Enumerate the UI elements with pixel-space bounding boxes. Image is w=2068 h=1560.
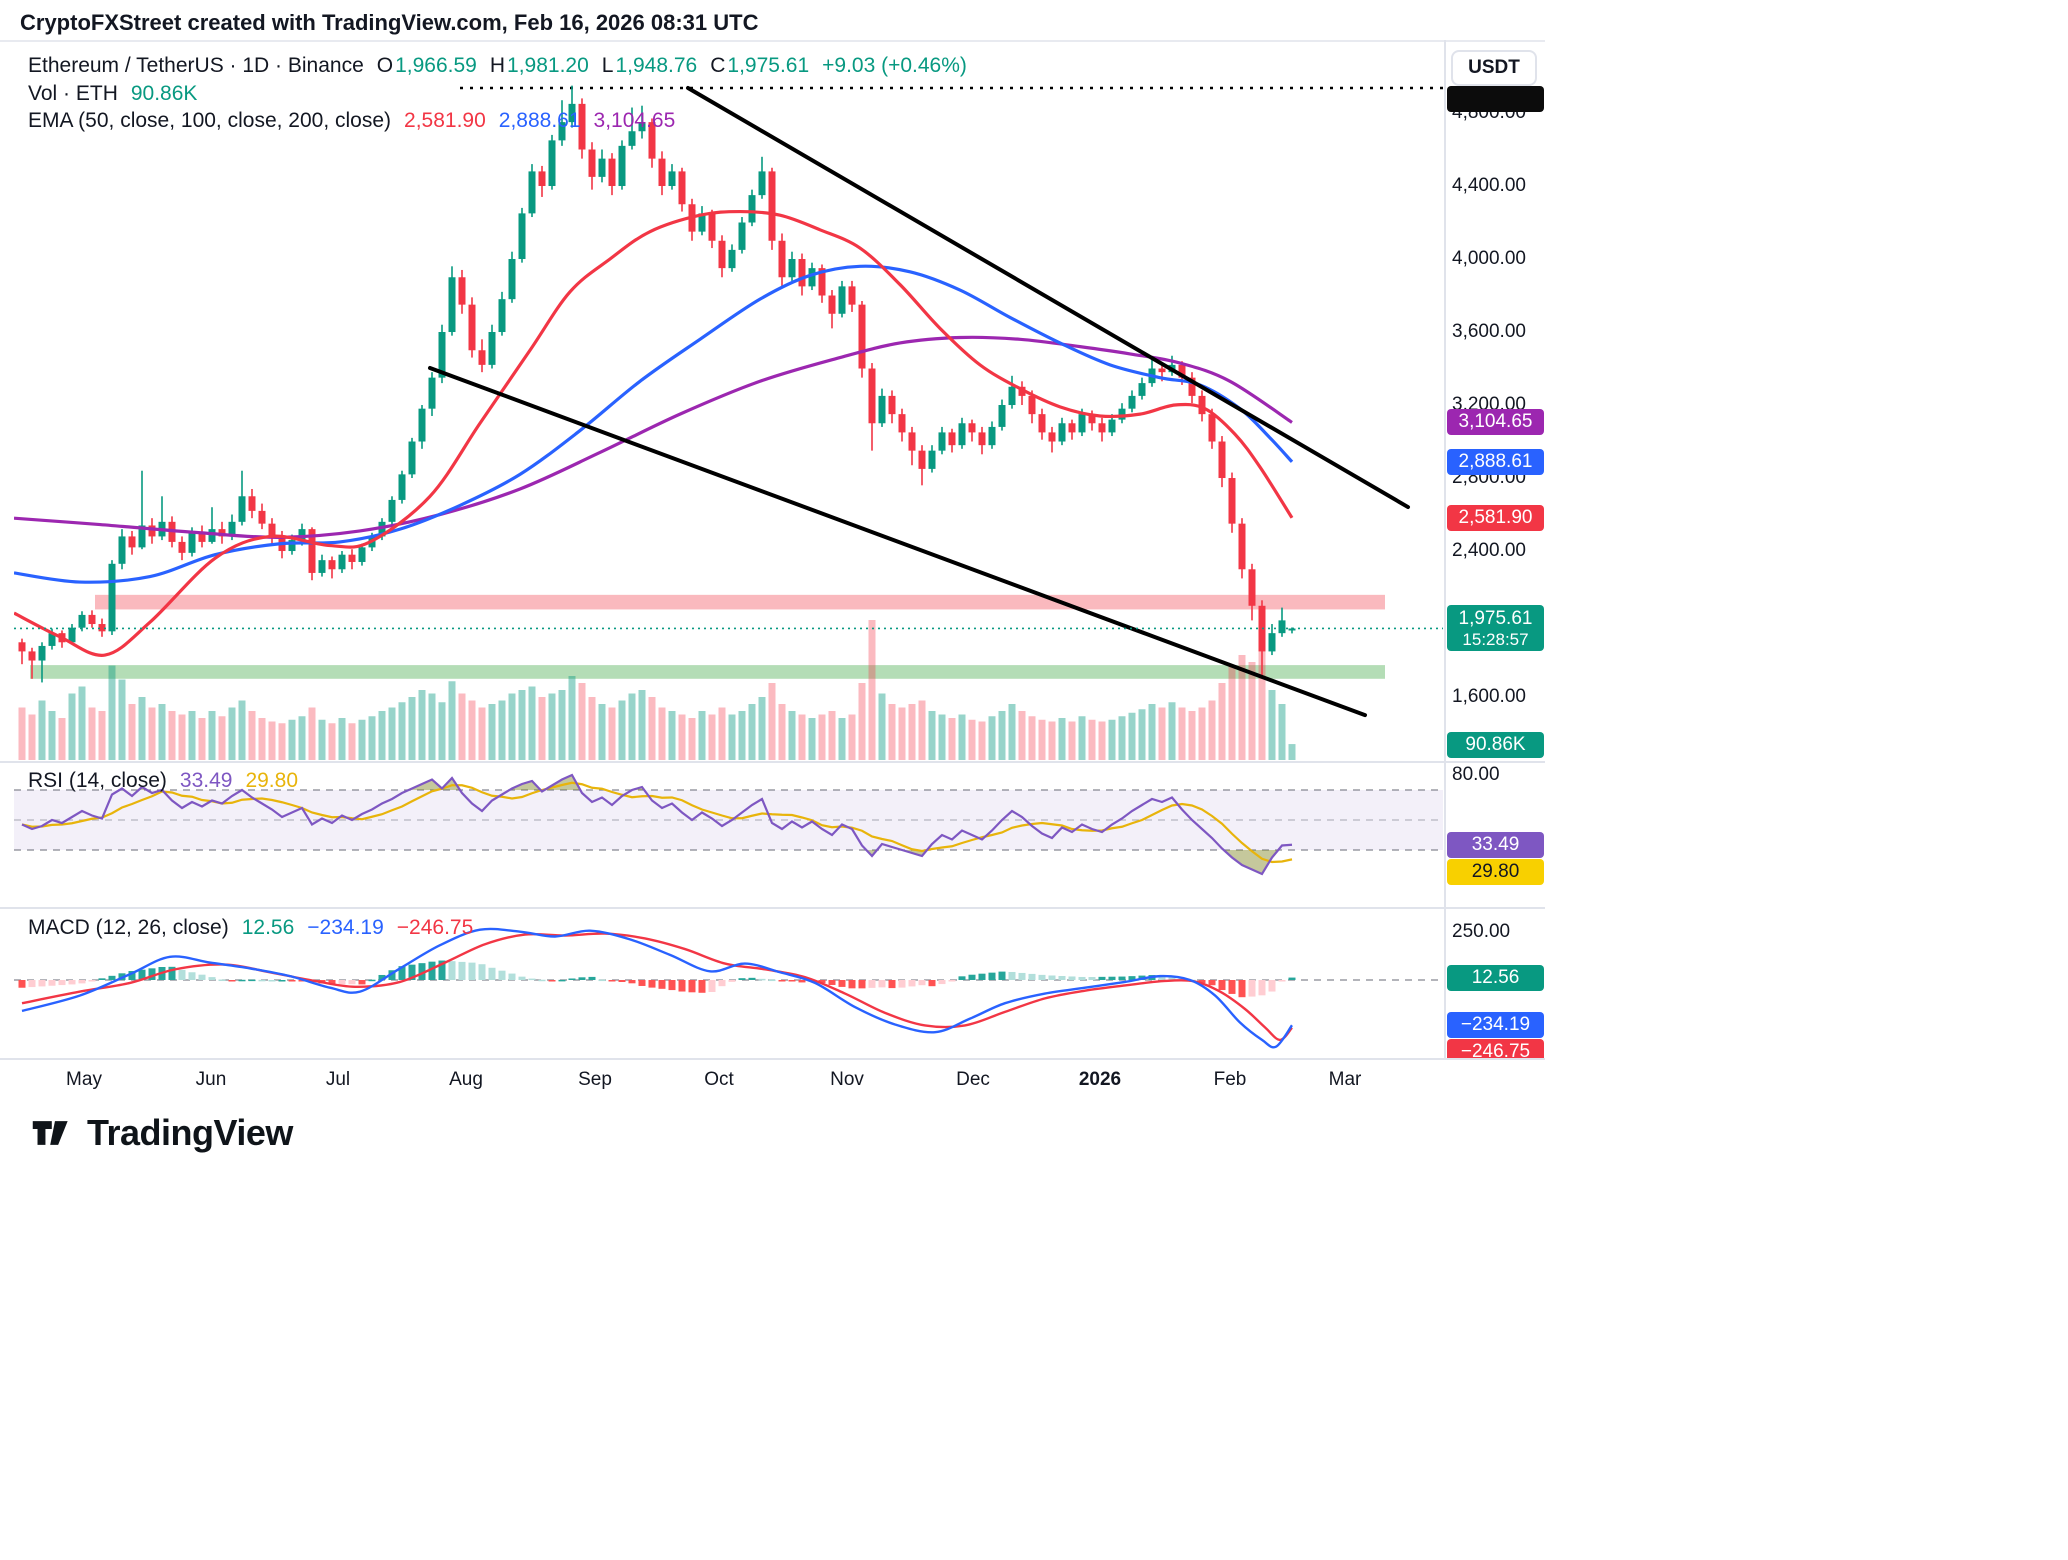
time-axis-label: Jun xyxy=(195,1069,227,1090)
time-axis-label: Oct xyxy=(704,1069,734,1090)
macd-histogram xyxy=(18,960,1296,998)
ema50-price-tag: 2,581.90 xyxy=(1447,504,1544,531)
macd-line-tag: −234.19 xyxy=(1447,1012,1544,1039)
ohlc-close: C 1,975.61 xyxy=(710,54,810,77)
time-axis[interactable]: May Jun Jul Aug Sep Oct Nov Dec 2026 Feb Mar xyxy=(0,1058,1545,1100)
ema200-line xyxy=(14,335,1293,539)
volume-tag: 90.86K xyxy=(1447,732,1544,758)
macd-label: MACD (12, 26, close) xyxy=(28,916,229,939)
ema-label: EMA (50, close, 100, close, 200, close) xyxy=(28,109,392,132)
chart-canvas[interactable] xyxy=(0,40,1545,1100)
rsi-tag: 33.49 xyxy=(1447,831,1544,858)
macd-line xyxy=(21,927,1293,1049)
change-value: +9.03 (+0.46%) xyxy=(822,54,967,77)
rsi-value: 33.49 xyxy=(179,769,233,792)
rsi-ma-value: 29.80 xyxy=(245,769,299,792)
time-axis-label: Nov xyxy=(830,1069,864,1090)
candles xyxy=(18,85,1296,683)
support-zone xyxy=(30,665,1385,679)
time-axis-label: Jul xyxy=(325,1069,351,1090)
bar-countdown: 15:28:57 xyxy=(1462,629,1529,649)
ema50-value: 2,581.90 xyxy=(404,109,486,132)
macd-hist-tag: 12.56 xyxy=(1447,964,1544,991)
header-attribution: CryptoFXStreet created with TradingView.… xyxy=(20,10,759,35)
axis-tick-label: 250.00 xyxy=(1452,920,1511,942)
rsi-ma-line xyxy=(21,781,1293,864)
resistance-zone xyxy=(95,594,1385,610)
rsi-line xyxy=(21,773,1293,876)
time-axis-label: Dec xyxy=(956,1069,990,1090)
currency-toggle-button[interactable]: USDT xyxy=(1451,50,1537,86)
time-axis-label: 2026 xyxy=(1078,1069,1122,1090)
axis-tick-label: 4,400.00 xyxy=(1452,175,1526,196)
volume-legend[interactable]: Vol · ETH 90.86K xyxy=(28,82,197,105)
ema100-value: 2,888.61 xyxy=(498,109,581,132)
tradingview-logo[interactable]: TradingView xyxy=(28,1110,293,1156)
chart-root: Ethereum / TetherUS · 1D · Binance O 1,96… xyxy=(0,40,1545,1100)
price-legend[interactable]: Ethereum / TetherUS · 1D · Binance O 1,96… xyxy=(28,54,967,77)
ohlc-high: H 1,981.20 xyxy=(489,54,589,77)
time-axis-label: May xyxy=(66,1069,102,1090)
ema200-price-tag: 3,104.65 xyxy=(1447,409,1544,436)
volume-bars xyxy=(18,620,1296,760)
rsi-panel xyxy=(14,773,1443,876)
volume-label: Vol · ETH xyxy=(28,82,118,105)
ema-legend[interactable]: EMA (50, close, 100, close, 200, close) … xyxy=(28,109,675,132)
trendline-2 xyxy=(428,365,1367,718)
macd-line-value: −234.19 xyxy=(307,916,384,939)
axis-tick-label: 80.00 xyxy=(1452,764,1500,785)
axis-tick-label: 3,600.00 xyxy=(1452,321,1526,342)
macd-signal-value: −246.75 xyxy=(396,916,474,939)
last-price-tag: 1,975.61 15:28:57 xyxy=(1447,605,1544,652)
ema50-line xyxy=(14,209,1294,657)
macd-hist-value: 12.56 xyxy=(241,916,295,939)
rsi-legend[interactable]: RSI (14, close) 33.49 29.80 xyxy=(28,769,298,792)
rsi-label: RSI (14, close) xyxy=(28,769,167,792)
ema100-price-tag: 2,888.61 xyxy=(1447,448,1544,475)
ath-price-tag xyxy=(1447,86,1544,112)
axis-tick-label: 4,000.00 xyxy=(1452,248,1526,269)
macd-panel xyxy=(14,927,1443,1049)
tradingview-wordmark: TradingView xyxy=(87,1112,293,1153)
trendline-1 xyxy=(686,85,1410,510)
time-axis-label: Feb xyxy=(1213,1069,1247,1090)
volume-value: 90.86K xyxy=(130,82,198,105)
price-panel xyxy=(14,85,1443,760)
rsi-ma-tag: 29.80 xyxy=(1447,858,1544,885)
symbol-title: Ethereum / TetherUS · 1D · Binance xyxy=(28,54,364,77)
time-axis-label: Aug xyxy=(449,1069,483,1090)
ohlc-open: O 1,966.59 xyxy=(376,54,477,77)
last-price-value: 1,975.61 xyxy=(1458,607,1533,629)
time-axis-label: Sep xyxy=(578,1069,612,1090)
axis-tick-label: 1,600.00 xyxy=(1452,686,1526,708)
ema200-value: 3,104.65 xyxy=(593,109,676,132)
tradingview-mark-icon xyxy=(32,1121,68,1145)
axis-tick-label: 2,400.00 xyxy=(1452,540,1526,562)
ohlc-low: L 1,948.76 xyxy=(601,54,698,77)
macd-legend[interactable]: MACD (12, 26, close) 12.56 −234.19 −246.… xyxy=(28,916,473,939)
time-axis-label: Mar xyxy=(1328,1069,1362,1090)
ema100-line xyxy=(14,264,1294,584)
